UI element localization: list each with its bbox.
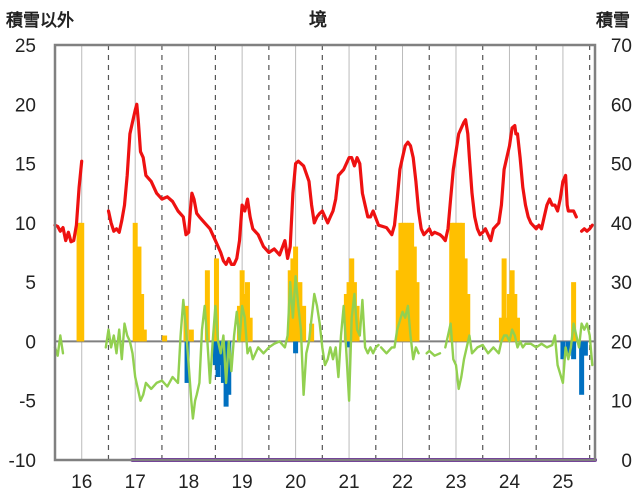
precipitation-bar [346, 341, 352, 348]
wind-line [104, 275, 380, 420]
right-tick-label: 70 [611, 36, 632, 57]
wind-line [379, 304, 420, 361]
wind-line [53, 334, 65, 357]
snowfall-bar [465, 294, 471, 342]
snowfall-bar [136, 246, 142, 342]
x-tick-label: 22 [392, 472, 413, 493]
temperature-line [53, 159, 84, 244]
snowfall-bar [132, 222, 138, 342]
snowfall-bar [459, 222, 465, 342]
left-tick-label: 0 [25, 332, 36, 353]
snowfall-bar [504, 317, 510, 342]
left-tick-label: 25 [15, 36, 36, 57]
snowfall-bar [514, 317, 520, 342]
chart-title: 境 [309, 9, 327, 31]
snowfall-bar [395, 270, 401, 342]
plot-border [53, 43, 597, 462]
snowfall-bar [462, 258, 468, 342]
snowfall-bar [406, 222, 412, 342]
snowfall-bar [76, 222, 82, 342]
snowfall-bar [349, 258, 355, 342]
bar-layer [76, 222, 588, 407]
snowfall-bar [244, 282, 250, 342]
precipitation-bar [571, 341, 577, 360]
snowfall-bar [204, 270, 210, 342]
x-tick-label: 16 [71, 472, 92, 493]
x-tick-label: 17 [125, 472, 146, 493]
precipitation-bar [579, 341, 585, 395]
right-tick-label: 10 [611, 392, 632, 413]
right-tick-label: 30 [611, 273, 632, 294]
snowfall-bar [509, 270, 515, 342]
right-tick-label: 50 [611, 155, 632, 176]
precipitation-bar [582, 341, 588, 356]
snowfall-bar [141, 329, 147, 342]
snowfall-bar [414, 282, 420, 342]
snowfall-bar [457, 222, 463, 342]
precipitation-bar [560, 341, 566, 360]
snowfall-bar [454, 222, 460, 342]
snowfall-bar [247, 317, 253, 342]
snowfall-bar [287, 270, 293, 342]
snowfall-bar [451, 222, 457, 342]
precipitation-bar [293, 341, 299, 354]
snowfall-bar [309, 323, 315, 342]
snowfall-bar [506, 294, 512, 342]
snowfall-bar [188, 329, 194, 342]
snowfall-bar [398, 222, 404, 342]
precipitation-bar [220, 341, 226, 383]
snowfall-bar [162, 335, 168, 342]
wind-line [425, 349, 442, 357]
tick-labels: -10 -5 0 5 10 15 20 25 0 10 20 30 40 50 60 70 16 17 18 19 20… [9, 36, 632, 493]
left-tick-label: -5 [19, 392, 36, 413]
x-tick-label: 18 [178, 472, 199, 493]
temperature-line [106, 102, 578, 266]
right-axis-title: 積雪 [596, 10, 630, 31]
snowfall-bar [236, 305, 242, 342]
left-tick-label: 15 [15, 155, 36, 176]
snowfall-bar [409, 222, 415, 342]
snowfall-bar [213, 258, 219, 342]
right-tick-label: 60 [611, 95, 632, 116]
precipitation-bar [184, 341, 190, 383]
snowfall-bar [449, 222, 455, 342]
snowfall-bar [512, 294, 518, 342]
snowfall-bar [401, 222, 407, 342]
left-tick-label: -10 [9, 451, 36, 472]
snowfall-bar [139, 294, 145, 342]
wind-line [444, 322, 594, 391]
x-tick-label: 25 [552, 472, 573, 493]
left-axis-title: 積雪以外 [6, 10, 74, 31]
precipitation-bar [212, 341, 218, 366]
snowfall-bar [403, 222, 409, 342]
snowfall-bar [301, 305, 307, 342]
precipitation-bar [565, 341, 571, 356]
left-tick-label: 20 [15, 95, 36, 116]
x-tick-label: 19 [232, 472, 253, 493]
snowfall-bar [351, 282, 357, 342]
x-tick-label: 20 [285, 472, 306, 493]
plot-frame [53, 43, 597, 462]
snowfall-bar [343, 294, 349, 342]
snowfall-bar [79, 222, 85, 342]
snowfall-bar [498, 317, 504, 342]
precipitation-bar [226, 341, 232, 395]
x-tick-label: 23 [445, 472, 466, 493]
temperature-line [580, 223, 594, 233]
x-tick-label: 24 [499, 472, 521, 493]
snowfall-bar [346, 282, 352, 342]
left-tick-label: 5 [25, 273, 36, 294]
right-tick-label: 20 [611, 332, 632, 353]
x-tick-label: 21 [338, 472, 359, 493]
right-tick-label: 40 [611, 214, 632, 235]
snowfall-bar [411, 246, 417, 342]
right-tick-label: 0 [621, 451, 632, 472]
left-tick-label: 10 [15, 214, 36, 235]
snowfall-bar [571, 282, 577, 342]
snowfall-bar [501, 258, 507, 342]
